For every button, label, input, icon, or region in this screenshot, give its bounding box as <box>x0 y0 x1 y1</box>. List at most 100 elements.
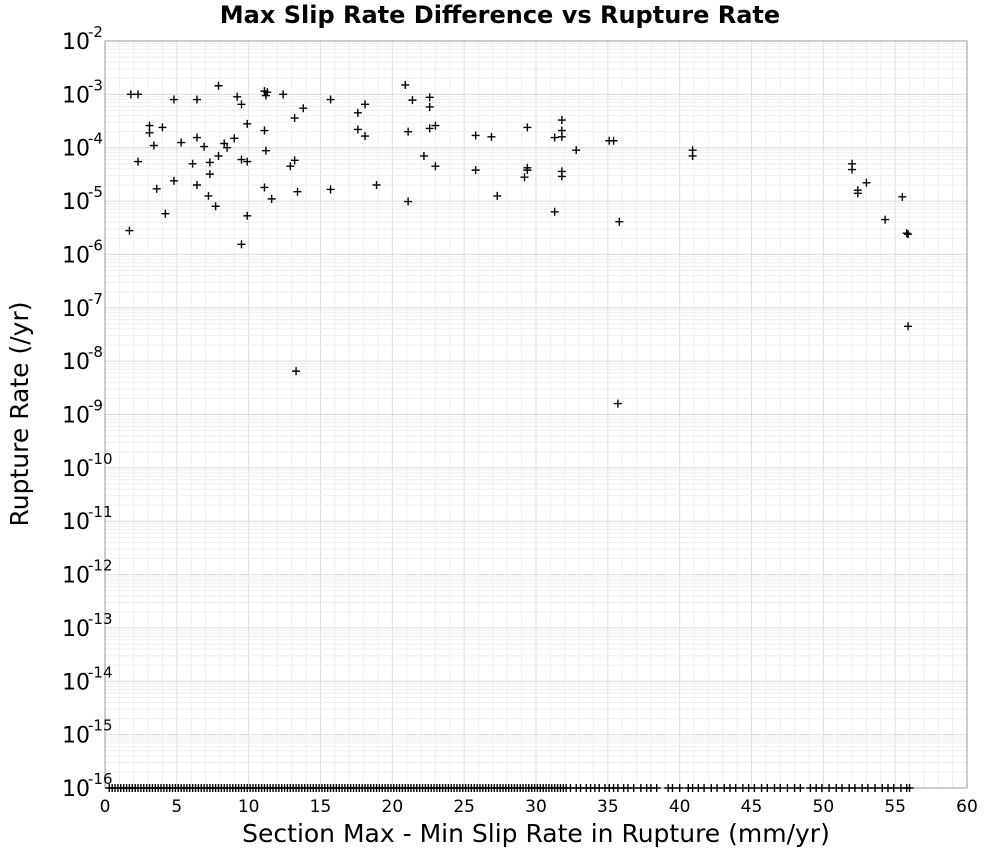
data-markers <box>105 80 914 792</box>
data-point <box>353 125 362 134</box>
data-point <box>279 90 288 99</box>
data-point <box>848 165 857 174</box>
data-point <box>290 114 299 123</box>
y-tick-exponent: -14 <box>88 663 113 681</box>
data-point <box>211 202 220 211</box>
data-point <box>572 146 581 155</box>
x-tick-label: 20 <box>382 797 404 817</box>
data-point <box>825 784 834 792</box>
data-point <box>750 784 759 792</box>
y-tick-exponent: -4 <box>88 130 103 148</box>
data-point <box>493 191 502 200</box>
data-point <box>149 141 158 150</box>
data-point <box>286 162 295 171</box>
x-tick-label: 40 <box>669 797 691 817</box>
data-point <box>177 138 186 147</box>
y-tick-base: 10 <box>62 617 90 642</box>
y-tick-exponent: -2 <box>88 23 103 41</box>
x-tick-label: 25 <box>453 797 475 817</box>
y-tick-base: 10 <box>62 724 90 749</box>
y-tick-exponent: -8 <box>88 343 103 361</box>
data-point <box>557 132 566 141</box>
y-axis-label: Rupture Rate (/yr) <box>5 302 34 527</box>
data-point <box>299 104 308 113</box>
data-point <box>404 127 413 136</box>
y-tick-base: 10 <box>62 243 90 268</box>
y-tick-exponent: -9 <box>88 397 103 415</box>
data-point <box>237 100 246 109</box>
data-point <box>205 170 214 179</box>
data-point <box>431 162 440 171</box>
data-point <box>902 229 911 238</box>
y-tick-base: 10 <box>62 777 90 802</box>
data-point <box>361 132 370 141</box>
data-point <box>353 108 362 117</box>
data-point <box>668 784 677 792</box>
x-tick-label: 35 <box>597 797 619 817</box>
data-point <box>263 88 272 97</box>
data-point <box>615 217 624 226</box>
y-tick-base: 10 <box>62 404 90 429</box>
data-point <box>158 123 167 132</box>
data-point <box>863 784 872 792</box>
data-point <box>652 784 661 792</box>
y-tick-exponent: -3 <box>88 76 103 94</box>
data-point <box>550 133 559 142</box>
data-point <box>471 166 480 175</box>
data-point <box>713 784 722 792</box>
data-point <box>675 784 684 792</box>
data-point <box>700 784 709 792</box>
data-point <box>487 132 496 141</box>
data-point <box>862 178 871 187</box>
data-point <box>776 784 785 792</box>
data-point <box>557 116 566 125</box>
data-point <box>188 159 197 168</box>
data-point <box>904 322 913 331</box>
y-tick-exponent: -12 <box>88 557 113 575</box>
data-point <box>763 784 772 792</box>
data-point <box>419 151 428 160</box>
data-point <box>145 121 154 130</box>
y-tick-exponent: -7 <box>88 290 103 308</box>
data-point <box>145 128 154 137</box>
x-tick-label: 60 <box>956 797 978 817</box>
data-point <box>871 784 880 792</box>
data-point <box>326 95 335 104</box>
data-point <box>126 90 135 99</box>
y-tick-exponent: -15 <box>88 717 113 735</box>
data-point <box>688 151 697 160</box>
x-tick-labels: 0 5 10 15 20 25 30 35 40 45 50 55 60 <box>100 797 978 817</box>
data-point <box>192 133 201 142</box>
data-point <box>523 166 532 175</box>
data-point <box>408 96 417 105</box>
y-tick-exponent: -10 <box>88 450 113 468</box>
data-point <box>161 209 170 218</box>
data-point <box>796 784 805 792</box>
data-point <box>260 183 269 192</box>
data-point <box>326 185 335 194</box>
data-point <box>292 367 301 376</box>
data-point <box>261 91 270 100</box>
y-tick-base: 10 <box>62 30 90 55</box>
data-point <box>613 399 622 408</box>
chart-title: Max Slip Rate Difference vs Rupture Rate <box>220 1 780 29</box>
data-point <box>523 123 532 132</box>
x-axis-label: Section Max - Min Slip Rate in Rupture (… <box>242 819 830 848</box>
y-tick-base: 10 <box>62 350 90 375</box>
y-tick-exponent: -5 <box>88 183 103 201</box>
data-point <box>425 102 434 111</box>
y-tick-base: 10 <box>62 457 90 482</box>
y-tick-base: 10 <box>62 137 90 162</box>
data-point <box>905 784 914 792</box>
data-point <box>361 100 370 109</box>
y-tick-base: 10 <box>62 297 90 322</box>
x-tick-label: 10 <box>238 797 260 817</box>
data-point <box>850 784 859 792</box>
data-point <box>223 143 232 152</box>
data-point <box>609 136 618 145</box>
data-point <box>290 156 299 165</box>
data-point <box>881 215 890 224</box>
data-point <box>125 226 134 235</box>
data-point <box>134 90 143 99</box>
